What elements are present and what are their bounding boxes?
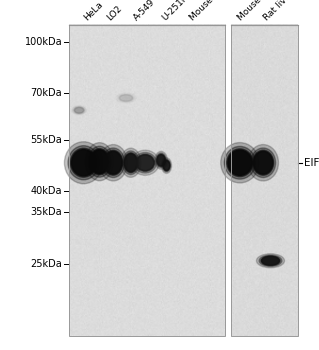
- Ellipse shape: [228, 150, 252, 175]
- Text: 40kDa: 40kDa: [31, 186, 62, 196]
- Text: Mouse testis: Mouse testis: [236, 0, 283, 23]
- Ellipse shape: [256, 254, 285, 268]
- Text: 70kDa: 70kDa: [31, 88, 62, 98]
- Ellipse shape: [131, 150, 159, 175]
- Ellipse shape: [104, 150, 123, 175]
- Text: 35kDa: 35kDa: [31, 207, 62, 217]
- Ellipse shape: [102, 148, 125, 177]
- Ellipse shape: [90, 149, 109, 175]
- Ellipse shape: [120, 95, 132, 101]
- Ellipse shape: [163, 161, 170, 170]
- Ellipse shape: [134, 153, 157, 173]
- Ellipse shape: [70, 148, 97, 177]
- Ellipse shape: [221, 142, 259, 183]
- Ellipse shape: [248, 145, 278, 181]
- Ellipse shape: [253, 150, 274, 175]
- Text: A-549: A-549: [132, 0, 157, 23]
- Ellipse shape: [71, 150, 96, 176]
- Ellipse shape: [254, 151, 273, 174]
- Ellipse shape: [75, 107, 84, 113]
- Ellipse shape: [64, 142, 103, 184]
- Bar: [231, 25, 298, 336]
- Ellipse shape: [155, 151, 167, 169]
- Ellipse shape: [72, 106, 86, 115]
- Ellipse shape: [161, 158, 172, 173]
- Text: Rat liver: Rat liver: [262, 0, 295, 23]
- Text: Mouse liver: Mouse liver: [188, 0, 231, 23]
- Text: HeLa: HeLa: [82, 0, 105, 23]
- Ellipse shape: [91, 150, 108, 174]
- Ellipse shape: [227, 149, 253, 177]
- Text: U-251MG: U-251MG: [160, 0, 196, 23]
- Ellipse shape: [74, 107, 84, 113]
- Ellipse shape: [118, 94, 134, 102]
- Ellipse shape: [99, 145, 127, 181]
- Ellipse shape: [156, 153, 166, 168]
- Ellipse shape: [251, 148, 276, 177]
- Ellipse shape: [262, 256, 279, 265]
- Ellipse shape: [259, 255, 282, 266]
- Ellipse shape: [137, 155, 154, 171]
- Text: LO2: LO2: [105, 4, 124, 23]
- Ellipse shape: [157, 155, 165, 166]
- Ellipse shape: [68, 146, 99, 180]
- Ellipse shape: [121, 148, 141, 177]
- Text: 100kDa: 100kDa: [25, 37, 62, 47]
- Ellipse shape: [224, 146, 256, 179]
- Ellipse shape: [122, 151, 139, 175]
- Text: 25kDa: 25kDa: [30, 259, 62, 269]
- Ellipse shape: [136, 154, 155, 172]
- Ellipse shape: [163, 160, 170, 171]
- Ellipse shape: [73, 107, 85, 114]
- Bar: [69, 25, 225, 336]
- Ellipse shape: [162, 159, 171, 172]
- Ellipse shape: [88, 146, 111, 177]
- Ellipse shape: [124, 154, 137, 172]
- Ellipse shape: [119, 94, 133, 101]
- Ellipse shape: [104, 151, 122, 174]
- Text: 55kDa: 55kDa: [30, 135, 62, 145]
- Ellipse shape: [85, 143, 114, 181]
- Text: EIF2S2: EIF2S2: [304, 158, 319, 168]
- Ellipse shape: [116, 93, 136, 103]
- Ellipse shape: [124, 153, 138, 173]
- Ellipse shape: [261, 256, 280, 266]
- Ellipse shape: [157, 154, 166, 167]
